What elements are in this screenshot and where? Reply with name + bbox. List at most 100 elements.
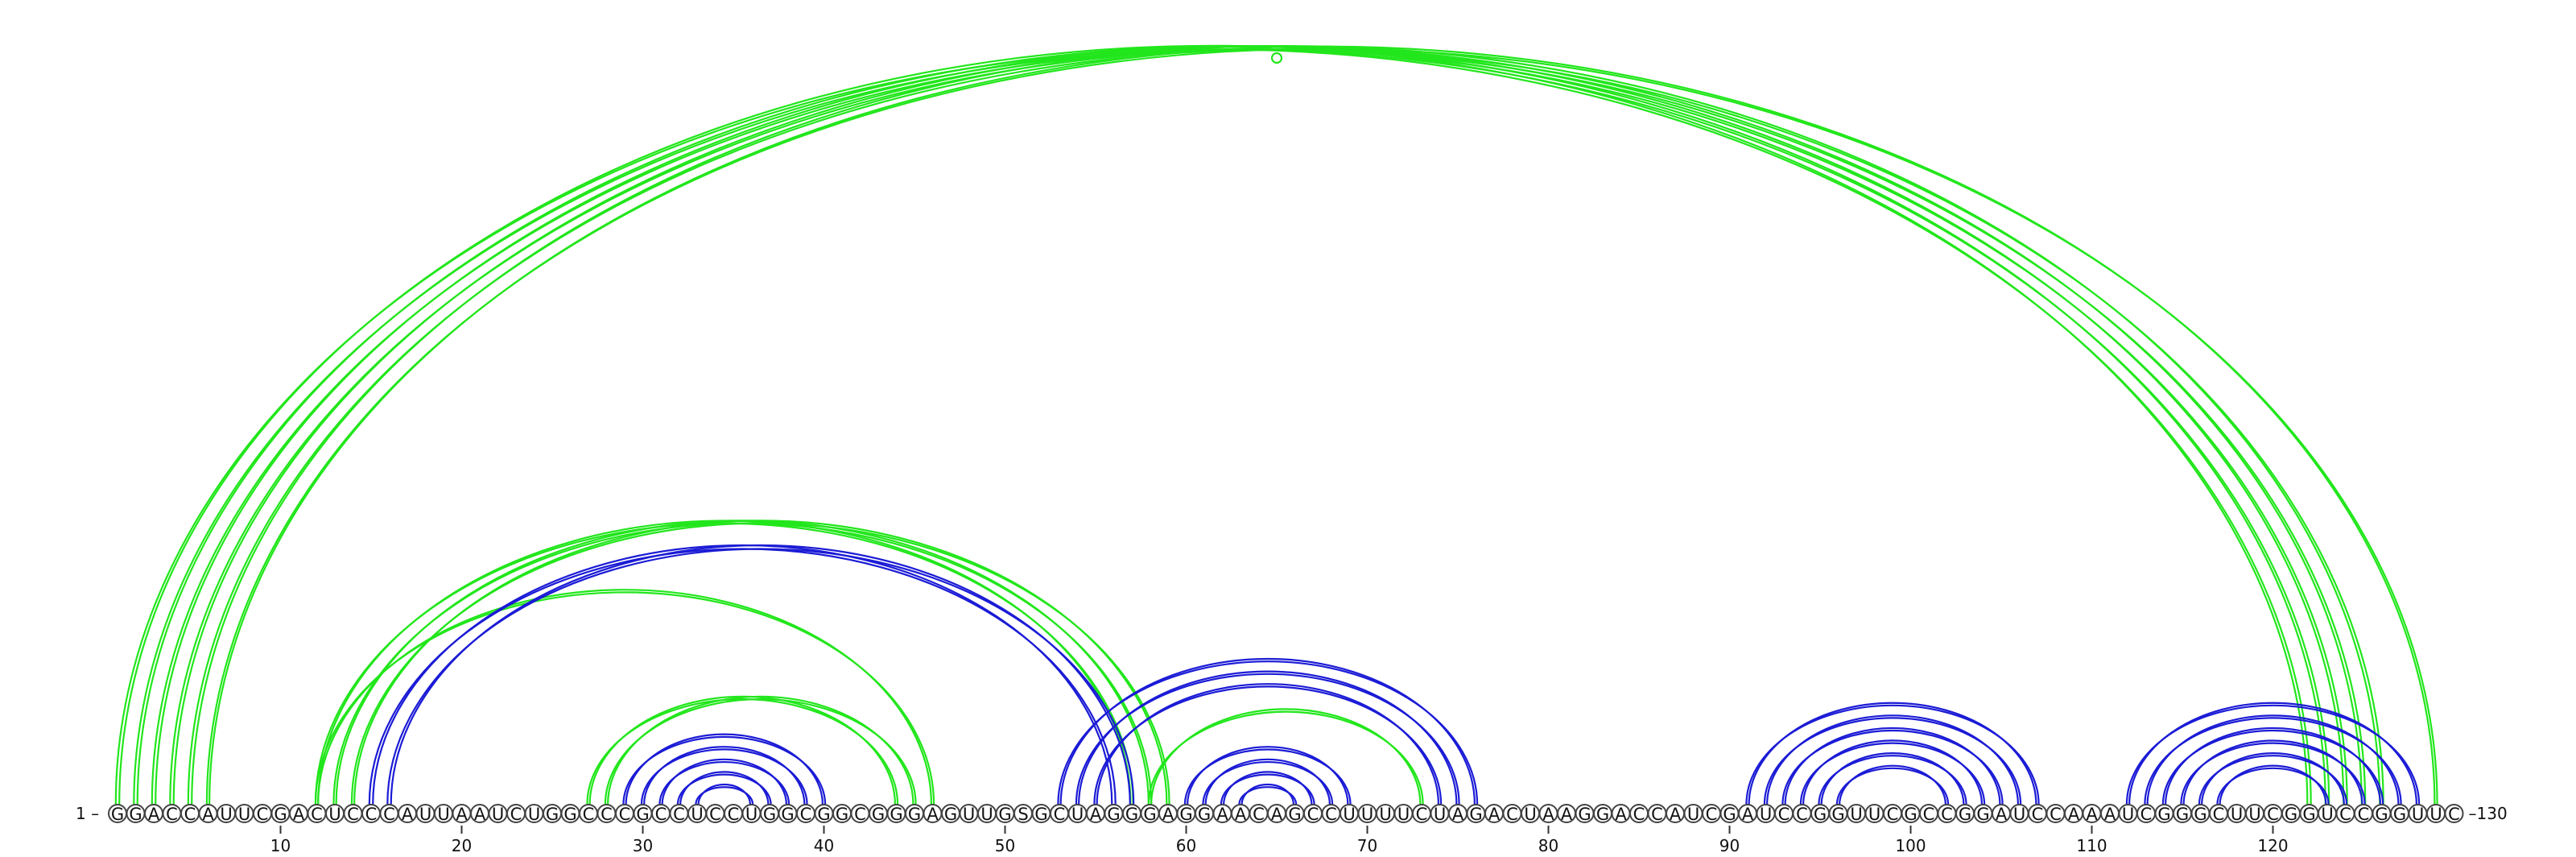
nucleotide: A	[923, 804, 943, 824]
nucleotide: U	[234, 804, 254, 824]
nucleotide: C	[506, 804, 526, 824]
nucleotide-letter: G	[1034, 805, 1047, 824]
base-pair-arcs	[114, 44, 2438, 805]
base-pair-arc	[679, 771, 770, 805]
nucleotide-letter: U	[220, 805, 232, 824]
end-position-label: –130	[2469, 804, 2508, 823]
nucleotide: U	[741, 804, 762, 824]
nucleotide: C	[597, 804, 617, 824]
base-pair-arc	[1057, 660, 1479, 805]
nucleotide-letter: U	[963, 805, 975, 824]
nucleotide-letter: A	[402, 805, 414, 824]
nucleotide-letter: U	[1397, 805, 1410, 824]
base-pair-arc	[169, 48, 2367, 805]
nucleotide: U	[1756, 804, 1776, 824]
nucleotide: A	[198, 804, 218, 824]
start-position-label: 1 –	[76, 804, 99, 823]
nucleotide: U	[1357, 804, 1377, 824]
nucleotide: A	[1538, 804, 1558, 824]
nucleotide: G	[270, 804, 291, 824]
nucleotide: C	[1249, 804, 1269, 824]
nucleotide-letter: U	[2013, 805, 2025, 824]
base-pair-arc	[155, 44, 2345, 805]
nucleotide: G	[543, 804, 562, 824]
nucleotide-letter: C	[728, 805, 740, 824]
nucleotide: G	[2190, 804, 2211, 824]
nucleotide: A	[1666, 804, 1685, 824]
nucleotide: C	[361, 804, 381, 824]
base-pair-arc	[2161, 729, 2384, 805]
nucleotide-letter: G	[1596, 805, 1609, 824]
base-pair-arc	[1748, 702, 2037, 805]
nucleotide: U	[1521, 804, 1540, 824]
nucleotide-letter: G	[111, 805, 124, 824]
nucleotide-letter: C	[347, 805, 359, 824]
nucleotide: U	[1864, 804, 1885, 824]
nucleotide: A	[1557, 804, 1576, 824]
nucleotide: A	[452, 804, 472, 824]
nucleotide-letter: A	[1452, 805, 1464, 824]
nucleotide: U	[2118, 804, 2138, 824]
nucleotide-letter: C	[2140, 805, 2153, 824]
nucleotide: C	[724, 804, 743, 824]
nucleotide-letter: G	[1904, 805, 1917, 824]
nucleotide-letter: C	[583, 805, 595, 824]
nucleotide: G	[1031, 804, 1051, 824]
nucleotide: G	[1466, 804, 1486, 824]
base-pair-arc	[2125, 704, 2421, 805]
nucleotide-letter: C	[1325, 805, 1337, 824]
nucleotide-letter: U	[2429, 805, 2442, 824]
nucleotide-letter: G	[1814, 805, 1827, 824]
nucleotide-letter: G	[872, 805, 885, 824]
nucleotide: G	[1828, 804, 1848, 824]
nucleotide: G	[905, 804, 924, 824]
nucleotide: U	[1430, 804, 1450, 824]
nucleotide-letter: G	[836, 805, 848, 824]
base-pair-arc	[1187, 746, 1349, 805]
tick-label: 80	[1538, 836, 1558, 855]
nucleotide: G	[2154, 804, 2174, 824]
tick-label: 120	[2257, 836, 2288, 855]
nucleotide-letter: G	[763, 805, 776, 824]
nucleotide-letter: U	[2231, 805, 2243, 824]
base-pair-arc	[1799, 742, 1986, 805]
nucleotide-letter: G	[2176, 805, 2189, 824]
tick-label: 30	[633, 836, 653, 855]
nucleotide-letter: G	[1107, 805, 1120, 824]
nucleotide-letter: A	[2086, 805, 2098, 824]
nucleotide: A	[1484, 804, 1504, 824]
nucleotide-letter: A	[1162, 805, 1174, 824]
nucleotide: G	[760, 804, 779, 824]
nucleotide-letter: U	[1524, 805, 1536, 824]
nucleotide-letter: C	[2032, 805, 2044, 824]
nucleotide-letter: C	[383, 805, 395, 824]
nucleotide: G	[886, 804, 906, 824]
nucleotide-letter: C	[311, 805, 323, 824]
nucleotide: C	[343, 804, 363, 824]
nucleotide: G	[2281, 804, 2301, 824]
nucleotide-letter: C	[1633, 805, 1645, 824]
nucleotide: S	[1013, 804, 1033, 824]
nucleotide-letter: C	[184, 805, 196, 824]
base-pair-arc	[205, 48, 2438, 805]
nucleotide: A	[2082, 804, 2102, 824]
nucleotide-letter: U	[419, 805, 431, 824]
nucleotide: G	[1285, 804, 1305, 824]
nucleotide-letter: C	[1416, 805, 1428, 824]
nucleotide-letter: U	[1434, 805, 1446, 824]
nucleotide-letter: G	[1179, 805, 1192, 824]
nucleotide: C	[669, 804, 689, 824]
base-pair-arc	[643, 746, 806, 805]
nucleotide: A	[1611, 804, 1631, 824]
nucleotide: A	[398, 804, 417, 824]
nucleotide-letter: G	[890, 805, 902, 824]
position-ticks: 10 20 30 40 50 60 70 80 90 100 110 120	[270, 826, 2289, 855]
nucleotide-letter: C	[2267, 805, 2279, 824]
nucleotide-letter: U	[745, 805, 758, 824]
nucleotide-letter: C	[510, 805, 522, 824]
base-pair-arc	[386, 548, 1135, 805]
nucleotide: G	[1593, 804, 1612, 824]
nucleotide-letter: A	[927, 805, 939, 824]
base-pair-arc	[2182, 739, 2363, 805]
